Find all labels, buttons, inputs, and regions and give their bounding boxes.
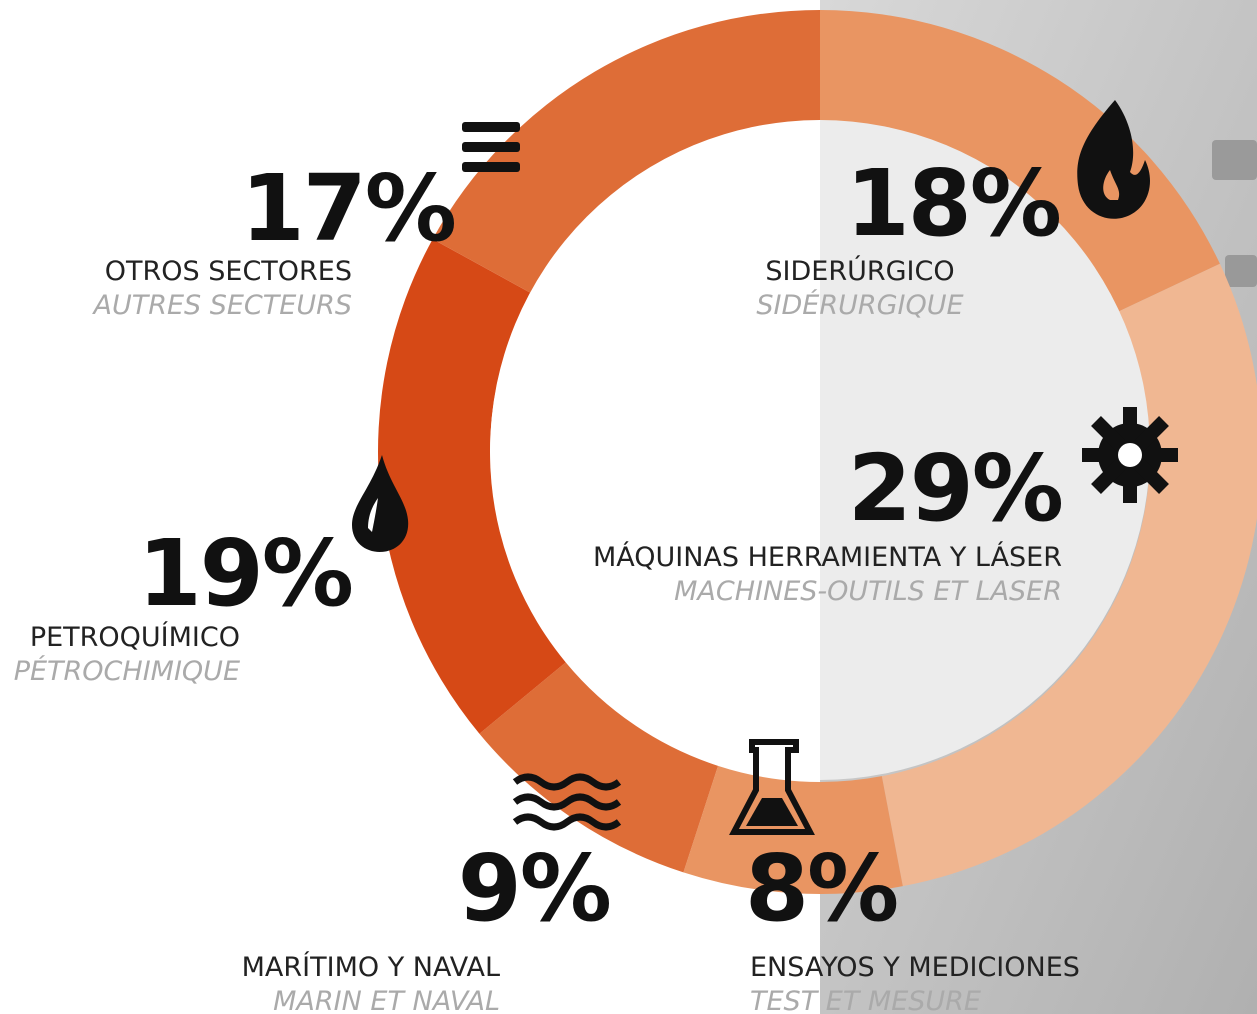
- sector-label-fr: SIDÉRURGIQUE: [756, 289, 963, 321]
- sector-label: SIDERÚRGICO: [765, 255, 954, 287]
- sector-label: MARÍTIMO Y NAVAL: [242, 951, 500, 983]
- icon-gear: [1082, 407, 1178, 503]
- percent-label: 8%: [745, 835, 897, 942]
- sector-label: MÁQUINAS HERRAMIENTA Y LÁSER: [593, 541, 1062, 573]
- sector-label-fr: MARIN ET NAVAL: [273, 986, 500, 1014]
- photo-detail: [1225, 255, 1257, 287]
- sector-label: OTROS SECTORES: [105, 256, 352, 287]
- sector-label: PETROQUÍMICO: [30, 621, 240, 653]
- sector-label-fr: TEST ET MESURE: [750, 986, 981, 1014]
- icon-menu: [462, 122, 520, 172]
- percent-label: 18%: [846, 150, 1060, 257]
- percent-label: 19%: [138, 520, 352, 627]
- sector-label-fr: PÉTROCHIMIQUE: [14, 655, 240, 687]
- sector-label-fr: AUTRES SECTEURS: [91, 290, 352, 321]
- sector-label-fr: MACHINES-OUTILS ET LASER: [674, 576, 1062, 607]
- percent-label: 17%: [241, 155, 455, 262]
- photo-detail: [1212, 140, 1257, 180]
- percent-label: 29%: [848, 435, 1062, 542]
- infographic: 18%SIDERÚRGICOSIDÉRURGIQUE 29%MÁQUINAS HE…: [0, 0, 1257, 1014]
- percent-label: 9%: [458, 835, 610, 942]
- sector-label: ENSAYOS Y MEDICIONES: [750, 952, 1080, 983]
